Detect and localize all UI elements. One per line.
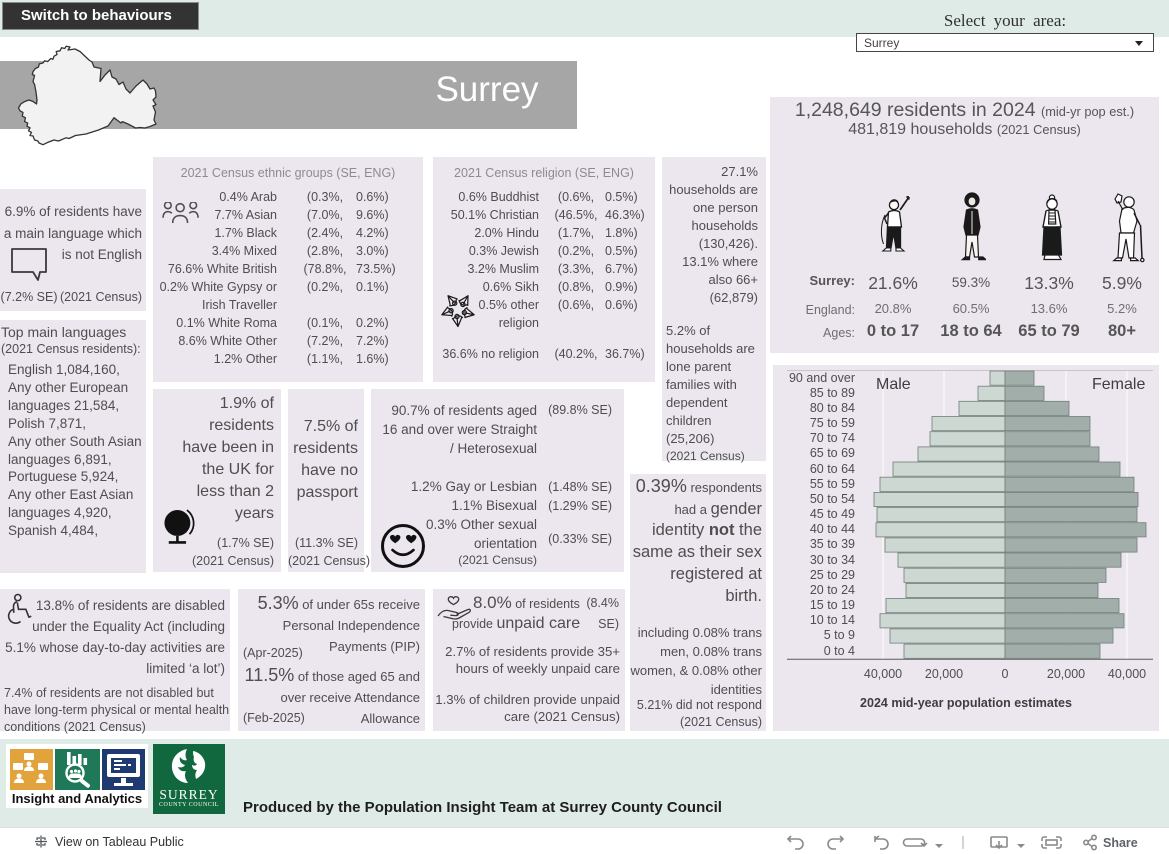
svg-text:Share: Share xyxy=(1103,836,1138,850)
